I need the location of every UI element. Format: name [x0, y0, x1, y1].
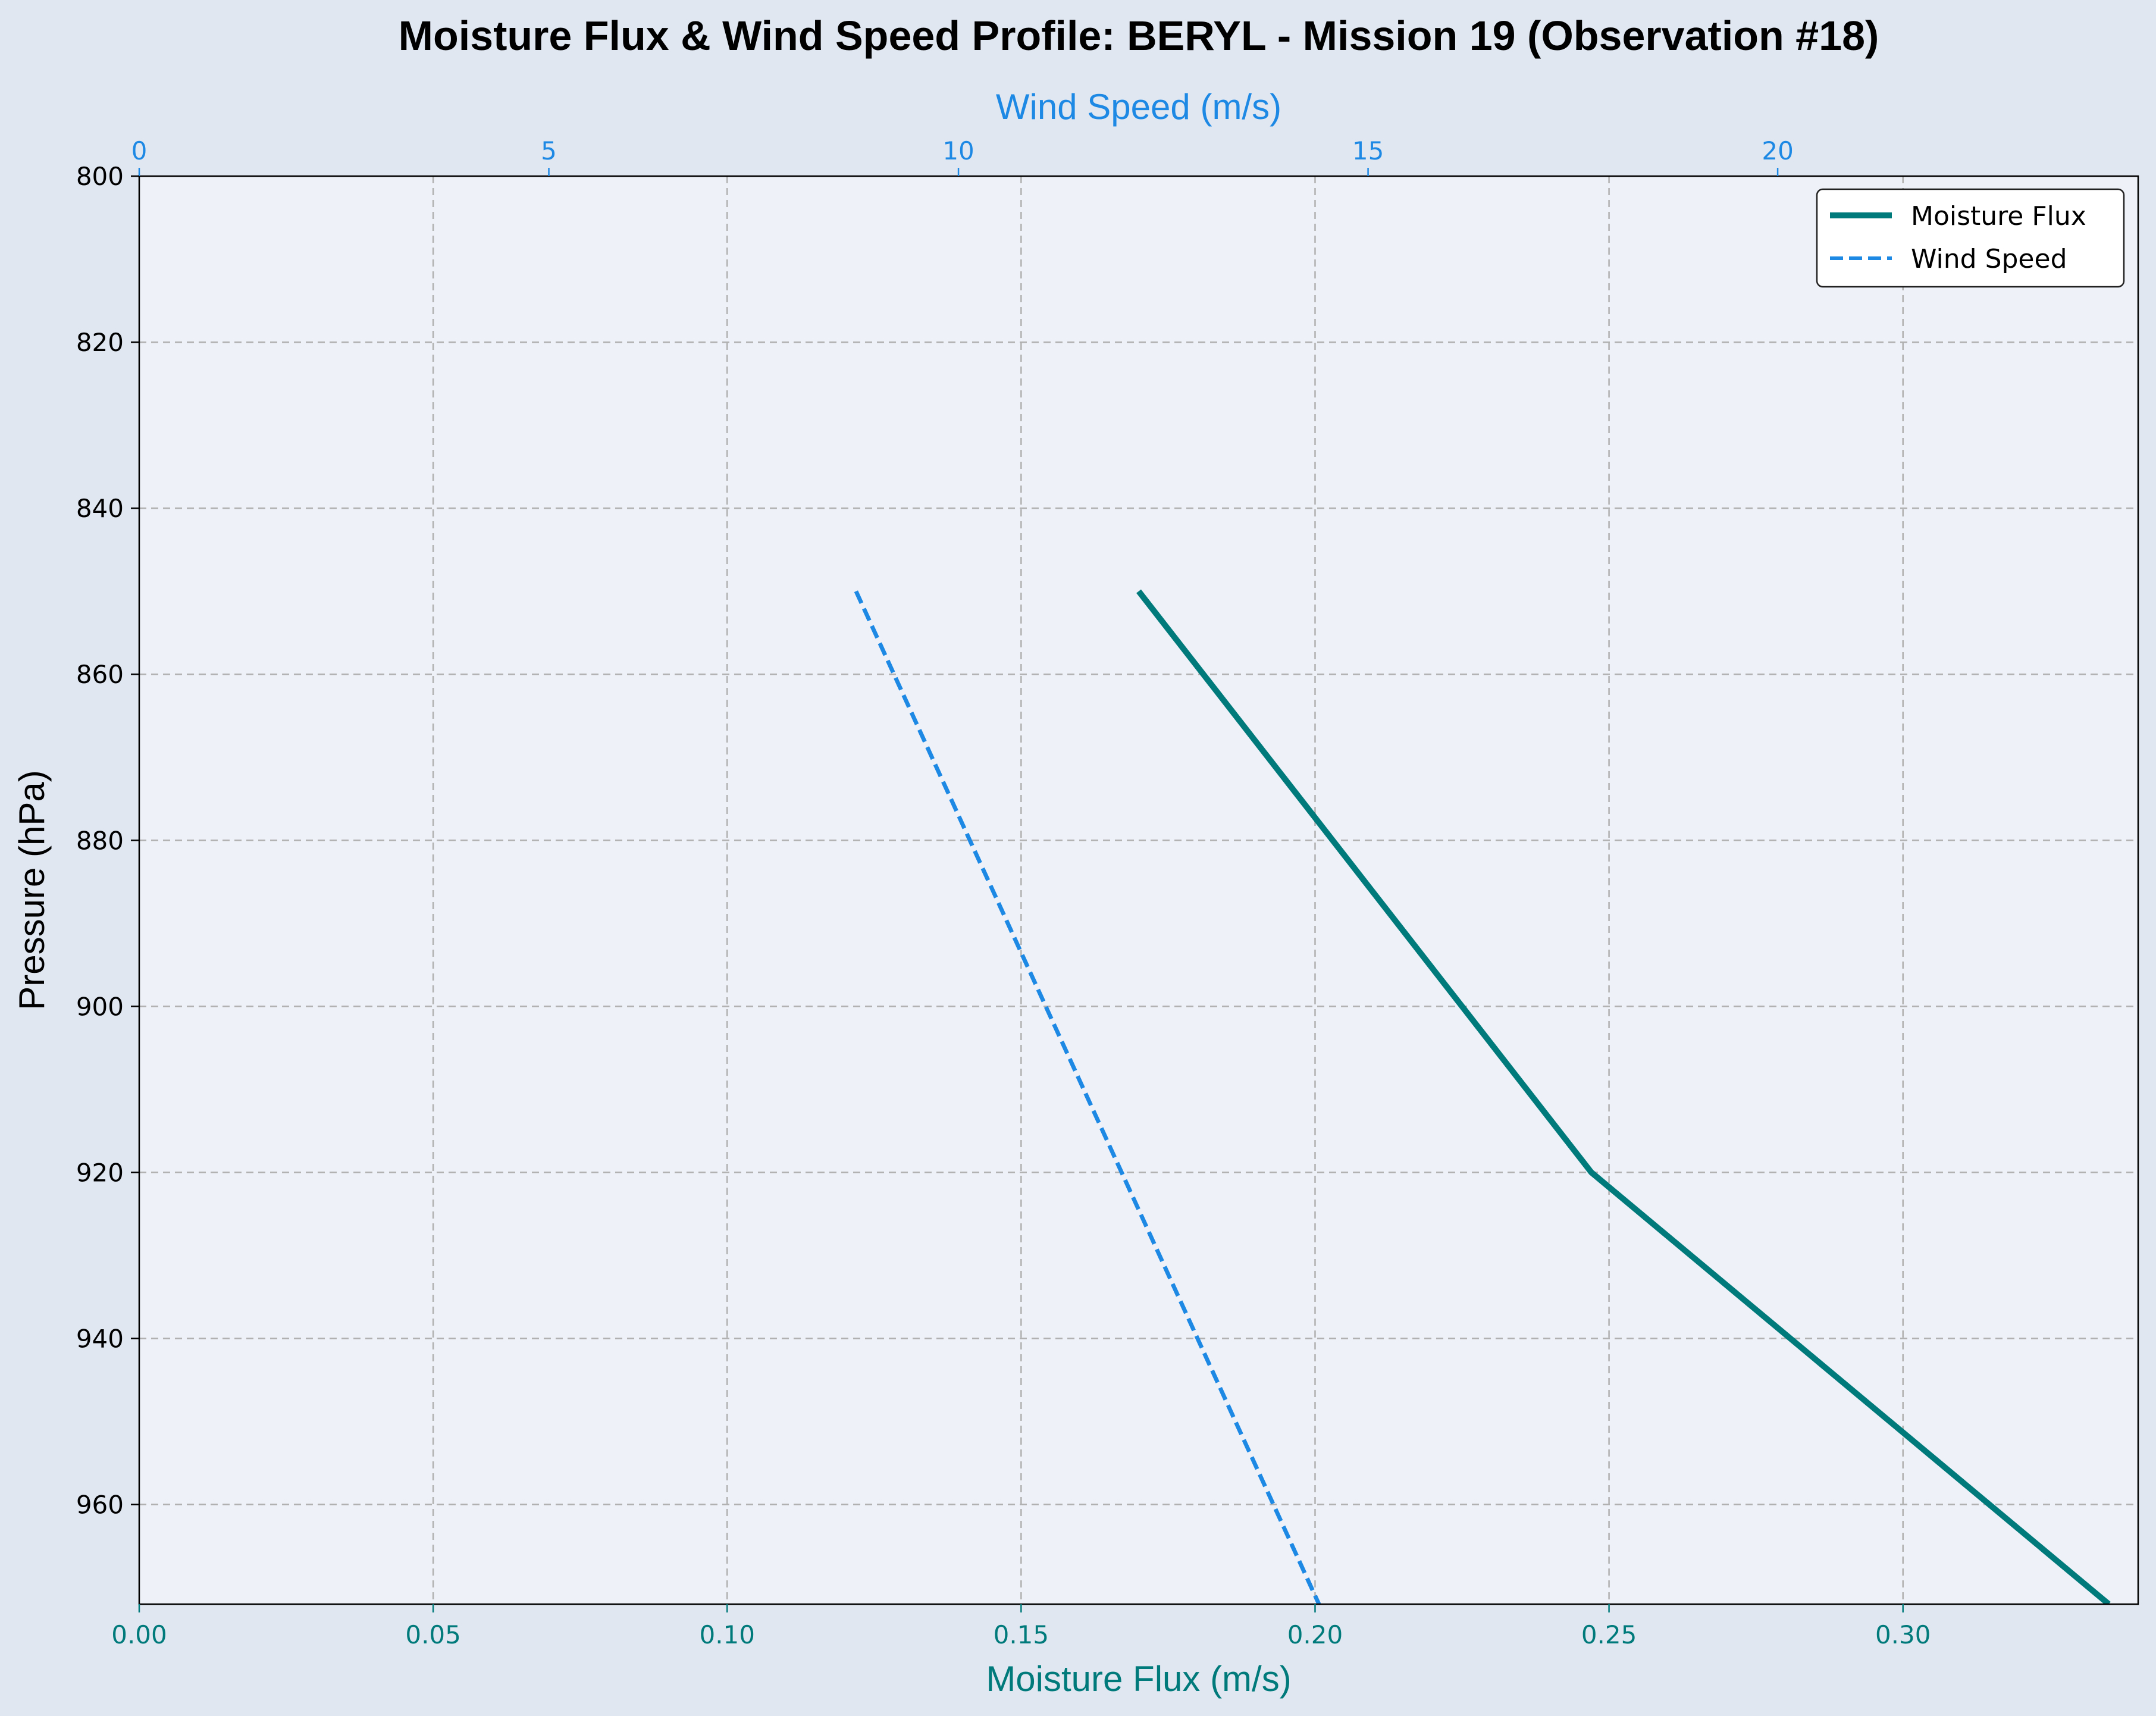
- y-tick-label: 820: [76, 328, 124, 357]
- x2-tick-label: 10: [942, 136, 974, 165]
- legend-box: [1816, 188, 2125, 288]
- x2-tick-label: 5: [541, 136, 557, 165]
- plot-frame: [138, 175, 2139, 1605]
- series-line-moisture-flux: [1136, 589, 2111, 1604]
- x2-tick-label: 20: [1762, 136, 1793, 165]
- y-tick-label: 880: [76, 826, 124, 855]
- legend-label-moisture-flux: Moisture Flux: [1911, 201, 2086, 231]
- plot-background: [139, 176, 2138, 1604]
- x-tick-label: 0.30: [1875, 1620, 1931, 1649]
- y-tick-label: 860: [76, 660, 124, 689]
- y-tick-label: 920: [76, 1158, 124, 1187]
- series-group: [854, 589, 2111, 1604]
- y-tick-label: 940: [76, 1324, 124, 1353]
- legend: Moisture Flux Wind Speed: [1816, 188, 2125, 288]
- x-tick-label: 0.10: [699, 1620, 755, 1649]
- series-line-wind-speed: [854, 590, 1321, 1604]
- y-tick-label: 840: [76, 494, 124, 523]
- x-tick-label: 0.05: [405, 1620, 461, 1649]
- x-tick-label: 0.15: [994, 1620, 1049, 1649]
- chart-title: Moisture Flux & Wind Speed Profile: BERY…: [399, 12, 1879, 59]
- x2-axis-label: Wind Speed (m/s): [996, 87, 1281, 127]
- y-tick-label: 900: [76, 992, 124, 1021]
- grid: [139, 176, 2138, 1604]
- x-tick-label: 0.00: [111, 1620, 167, 1649]
- x-tick-label: 0.25: [1581, 1620, 1637, 1649]
- legend-label-wind-speed: Wind Speed: [1911, 244, 2067, 274]
- y-tick-label: 960: [76, 1490, 124, 1520]
- y-axis-label: Pressure (hPa): [12, 770, 52, 1010]
- x2-tick-label: 15: [1352, 136, 1384, 165]
- axes: 0.00 0.05 0.10 0.15 0.20 0.25 0.30 0 5 10 15 20 800 8…: [76, 136, 1931, 1649]
- x-axis-label: Moisture Flux (m/s): [986, 1659, 1291, 1699]
- y-tick-label: 800: [76, 162, 124, 191]
- x-tick-label: 0.20: [1287, 1620, 1343, 1649]
- x2-tick-label: 0: [131, 136, 148, 165]
